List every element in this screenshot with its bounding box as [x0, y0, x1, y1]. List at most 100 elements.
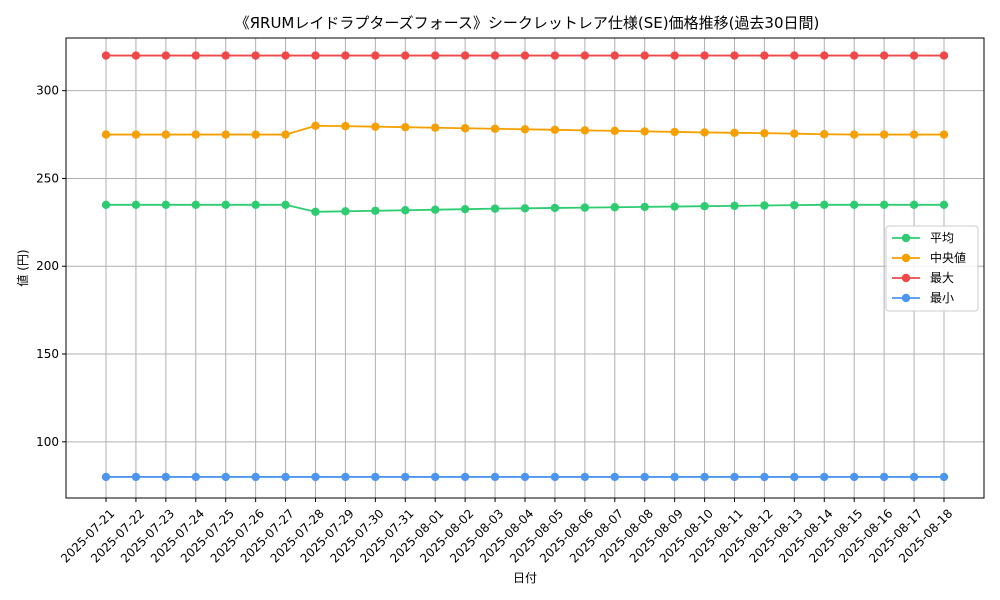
- data-point: [460, 204, 470, 214]
- data-point: [640, 202, 649, 212]
- data-point: [131, 472, 141, 482]
- data-point: [670, 51, 679, 60]
- data-point: [221, 51, 230, 60]
- data-point: [700, 201, 709, 211]
- data-point: [431, 472, 440, 482]
- data-point: [580, 126, 590, 135]
- data-point: [730, 51, 739, 60]
- data-point: [850, 130, 859, 139]
- data-point: [371, 51, 380, 60]
- data-point: [790, 129, 799, 138]
- data-point: [341, 472, 350, 482]
- data-point: [580, 203, 590, 212]
- data-point: [879, 472, 889, 482]
- legend-box: [885, 225, 979, 312]
- data-point: [610, 203, 619, 212]
- grid-layer: [66, 38, 984, 498]
- data-point: [640, 127, 649, 136]
- data-point: [550, 472, 560, 482]
- series-layer: [101, 51, 949, 482]
- data-point: [850, 200, 859, 209]
- data-point: [640, 51, 649, 60]
- data-point: [311, 207, 320, 217]
- data-point: [341, 207, 350, 216]
- data-point: [790, 51, 799, 60]
- data-point: [460, 472, 470, 482]
- data-point: [879, 200, 889, 209]
- data-point: [520, 204, 530, 213]
- data-point: [311, 121, 320, 130]
- data-point: [221, 472, 230, 482]
- data-point: [161, 200, 171, 209]
- legend-marker: [901, 293, 911, 303]
- data-point: [760, 51, 769, 60]
- data-point: [191, 200, 200, 209]
- data-point: [251, 472, 260, 482]
- legend-marker: [901, 273, 911, 283]
- data-point: [670, 472, 679, 482]
- data-point: [341, 51, 350, 60]
- data-point: [939, 130, 949, 139]
- data-point: [281, 130, 290, 139]
- data-point: [460, 51, 470, 60]
- data-point: [131, 200, 141, 209]
- data-point: [401, 122, 410, 132]
- data-point: [550, 51, 560, 60]
- data-point: [670, 202, 679, 211]
- data-point: [820, 472, 829, 482]
- data-point: [520, 472, 530, 482]
- data-point: [371, 472, 380, 482]
- y-tick-label: 200: [36, 259, 59, 273]
- data-point: [700, 128, 709, 137]
- y-tick-label: 300: [36, 84, 59, 98]
- data-point: [820, 200, 829, 209]
- data-point: [670, 127, 679, 137]
- data-point: [580, 51, 590, 60]
- data-point: [580, 472, 590, 482]
- data-point: [161, 130, 171, 139]
- legend-marker: [901, 253, 911, 263]
- y-tick-label: 150: [36, 347, 59, 361]
- data-point: [161, 472, 171, 482]
- data-point: [909, 472, 919, 482]
- legend-label: 最大: [930, 271, 954, 285]
- data-point: [101, 51, 111, 60]
- x-axis-label: 日付: [513, 571, 537, 585]
- data-point: [251, 130, 260, 139]
- data-point: [101, 130, 111, 139]
- data-point: [939, 472, 949, 482]
- data-point: [161, 51, 171, 60]
- data-point: [281, 51, 290, 60]
- data-point: [520, 51, 530, 60]
- data-point: [850, 472, 859, 482]
- data-point: [700, 472, 709, 482]
- data-point: [909, 200, 919, 209]
- data-point: [281, 200, 290, 209]
- data-point: [909, 130, 919, 139]
- data-point: [371, 206, 380, 215]
- data-point: [550, 125, 560, 135]
- data-point: [101, 472, 111, 482]
- data-point: [760, 201, 769, 210]
- data-point: [401, 206, 410, 215]
- data-point: [850, 51, 859, 60]
- data-point: [879, 51, 889, 60]
- data-point: [101, 200, 111, 209]
- data-point: [490, 51, 500, 60]
- data-point: [191, 472, 200, 482]
- data-point: [909, 51, 919, 60]
- y-tick-label: 250: [36, 171, 59, 185]
- data-point: [431, 51, 440, 60]
- data-point: [131, 51, 141, 60]
- legend-label: 最小: [930, 291, 954, 305]
- data-point: [730, 472, 739, 482]
- data-point: [760, 472, 769, 482]
- data-point: [939, 200, 949, 209]
- data-point: [939, 51, 949, 60]
- data-point: [431, 123, 440, 132]
- data-point: [879, 130, 889, 139]
- data-point: [700, 51, 709, 60]
- data-point: [341, 121, 350, 131]
